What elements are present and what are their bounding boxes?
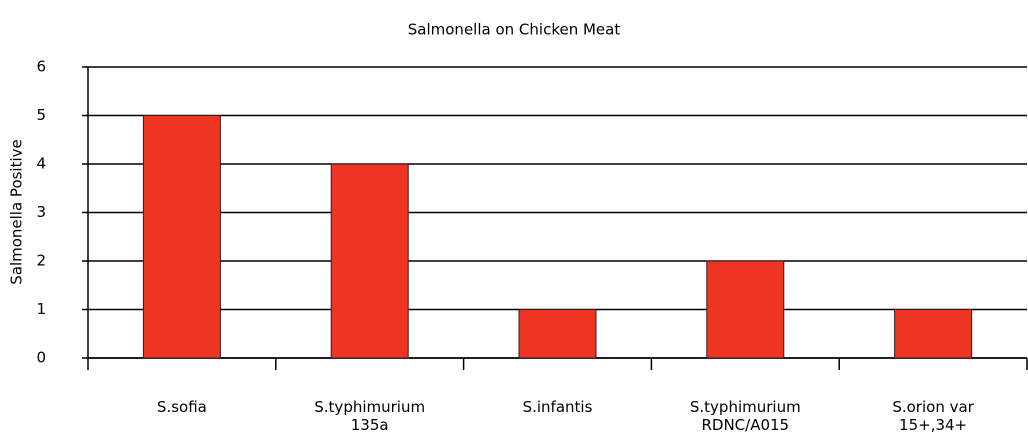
y-tick-label: 2 xyxy=(36,252,46,270)
x-tick-label: S.typhimurium 135a xyxy=(314,398,426,434)
y-tick-label: 0 xyxy=(36,349,46,367)
y-axis-label: Salmonella Positive xyxy=(8,139,26,285)
y-tick-label: 4 xyxy=(36,155,46,173)
x-tick-label: S.typhimurium RDNC/A015 xyxy=(689,398,801,434)
x-tick-label: S.infantis xyxy=(522,398,593,416)
bar xyxy=(330,163,409,359)
y-tick-label: 1 xyxy=(36,300,46,318)
x-tick-label: S.sofia xyxy=(156,398,207,416)
y-tick-label: 5 xyxy=(36,106,46,124)
y-tick-label: 3 xyxy=(36,203,46,221)
bar xyxy=(706,260,785,359)
bar xyxy=(142,115,221,359)
x-tick-label: S.orion var 15+,34+ xyxy=(892,398,974,434)
chart-title: Salmonella on Chicken Meat xyxy=(408,21,621,39)
bar xyxy=(518,309,597,359)
bar xyxy=(894,309,973,359)
y-tick-label: 6 xyxy=(36,58,46,76)
